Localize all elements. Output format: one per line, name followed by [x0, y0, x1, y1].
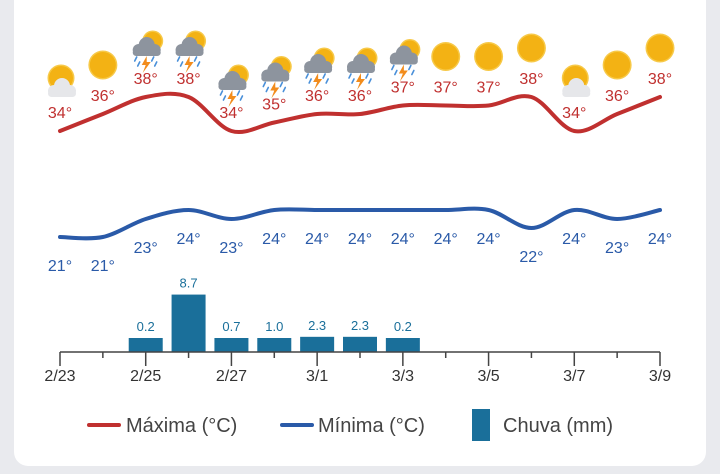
min-temperature-series: 21° 21° 23° 24° 23° 24° 24° 24° 24° 24° 24° 22° 24° 2… [48, 206, 672, 275]
legend-rain-swatch [472, 409, 490, 441]
rain-series: 0.2 8.7 0.7 1.0 2.3 2.3 0.2 [128, 276, 420, 352]
storm-icon [347, 47, 378, 90]
rain-value-label: 1.0 [265, 319, 283, 334]
rain-bar [214, 338, 249, 352]
min-temp-label: 24° [176, 231, 200, 248]
rain-bar [128, 338, 163, 352]
rain-value-label: 0.2 [137, 319, 155, 334]
sunny-icon [645, 33, 675, 63]
min-temp-label: 24° [348, 231, 372, 248]
min-temp-label: 23° [134, 240, 158, 257]
rain-bar [385, 338, 420, 352]
max-temp-label: 34° [48, 105, 72, 122]
legend: Máxima (°C) Mínima (°C) Chuva (mm) [87, 409, 613, 441]
x-tick-label: 3/1 [306, 368, 328, 385]
min-temp-label: 22° [519, 249, 543, 266]
min-temp-label: 21° [91, 258, 115, 275]
max-temp-label: 38° [176, 71, 200, 88]
min-temp-label: 23° [605, 240, 629, 257]
max-temp-label: 37° [476, 80, 500, 97]
weather-icons [47, 30, 675, 107]
sunny-icon [88, 50, 118, 80]
rain-value-label: 0.2 [394, 319, 412, 334]
min-temp-label: 24° [262, 231, 286, 248]
min-temp-label: 24° [648, 231, 672, 248]
storm-icon [261, 56, 292, 99]
partly-cloudy-icon [47, 64, 76, 97]
x-tick-label: 2/25 [130, 368, 161, 385]
rain-bar [257, 338, 292, 352]
max-temp-label: 34° [562, 105, 586, 122]
rain-value-label: 2.3 [308, 318, 326, 333]
sunny-icon [516, 33, 546, 63]
legend-rain-label: Chuva (mm) [503, 415, 613, 437]
max-temperature-series: 34° 36° 38° 38° 34° 35° 36° 36° 37° 37° 37° 38° 34° 3… [48, 71, 672, 134]
min-temp-label: 21° [48, 258, 72, 275]
min-temp-label: 24° [476, 231, 500, 248]
min-temp-label: 24° [391, 231, 415, 248]
x-tick-label: 3/9 [649, 368, 671, 385]
sunny-icon [431, 42, 461, 71]
rain-bar [300, 336, 335, 352]
min-temp-label: 24° [434, 231, 458, 248]
partly-cloudy-icon [561, 64, 591, 97]
max-temp-label: 36° [605, 88, 629, 105]
rain-value-label: 2.3 [351, 318, 369, 333]
max-temp-label: 37° [391, 80, 415, 97]
x-tick-label: 2/23 [44, 368, 75, 385]
x-tick-label: 3/5 [477, 368, 499, 385]
sunny-icon [474, 42, 504, 71]
rain-value-label: 0.7 [222, 319, 240, 334]
x-axis: 2/23 2/25 2/27 3/1 3/3 3/5 3/7 3/9 [44, 351, 671, 385]
storm-icon [132, 30, 164, 73]
max-temperature-line [58, 91, 662, 134]
min-temp-label: 24° [305, 231, 329, 248]
storm-icon [389, 39, 421, 82]
x-tick-label: 3/3 [392, 368, 414, 385]
max-temp-label: 37° [434, 80, 458, 97]
sunny-icon [602, 50, 632, 80]
max-temp-label: 35° [262, 97, 286, 114]
storm-icon [304, 47, 335, 90]
legend-min-label: Mínima (°C) [318, 415, 425, 437]
x-tick-label: 2/27 [216, 368, 247, 385]
max-temp-label: 34° [219, 105, 243, 122]
max-temp-label: 36° [348, 88, 372, 105]
max-temp-label: 38° [519, 71, 543, 88]
max-temp-label: 36° [91, 88, 115, 105]
min-temperature-line [58, 206, 662, 241]
x-tick-label: 3/7 [563, 368, 585, 385]
max-temp-label: 36° [305, 88, 329, 105]
rain-bar [343, 336, 377, 352]
min-temp-label: 23° [219, 240, 243, 257]
max-temp-label: 38° [134, 71, 158, 88]
storm-icon [175, 30, 207, 73]
rain-value-label: 8.7 [180, 276, 198, 291]
rain-bar [171, 294, 206, 352]
max-temp-label: 38° [648, 71, 672, 88]
storm-icon [218, 64, 249, 107]
min-temp-label: 24° [562, 231, 586, 248]
legend-max-label: Máxima (°C) [126, 415, 237, 437]
